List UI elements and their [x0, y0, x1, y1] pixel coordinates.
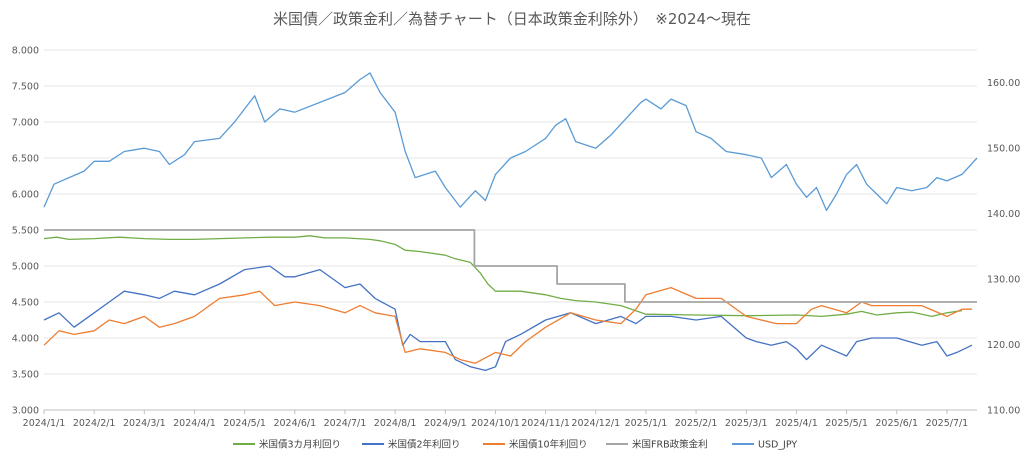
legend-label: 米国債2年利回り: [388, 439, 461, 451]
legend-label: USD_JPY: [758, 440, 797, 451]
y-left-tick-label: 4.500: [12, 298, 39, 309]
x-tick-label: 2024/6/1: [273, 418, 316, 429]
y-left-tick-label: 3.000: [12, 406, 39, 417]
y-left-tick-label: 6.500: [12, 154, 39, 165]
y-right-tick-label: 140.00: [987, 209, 1020, 220]
plot-area: [43, 72, 978, 372]
x-tick-label: 2025/6/1: [875, 418, 918, 429]
y-left-tick-label: 6.000: [12, 190, 39, 201]
x-tick-label: 2025/7/1: [926, 418, 969, 429]
x-tick-label: 2024/4/1: [173, 418, 216, 429]
y-right-tick-label: 120.00: [987, 340, 1020, 351]
y-right-tick-label: 110.00: [987, 406, 1020, 417]
x-tick-label: 2024/11/1: [521, 418, 570, 429]
x-tick-label: 2024/7/1: [324, 418, 367, 429]
legend-label: 米国債3カ月利回り: [259, 439, 341, 451]
legend-label: 米国債10年利回り: [509, 439, 588, 451]
series-line-1: [43, 265, 973, 372]
x-tick-label: 2024/5/1: [223, 418, 266, 429]
y-right-tick-label: 150.00: [987, 144, 1020, 155]
y-left-tick-label: 3.500: [12, 370, 39, 381]
x-tick-label: 2024/3/1: [123, 418, 166, 429]
x-tick-label: 2025/3/1: [725, 418, 768, 429]
series-line-3: [44, 229, 977, 303]
x-tick-label: 2024/1/1: [23, 418, 66, 429]
series-line-2: [43, 286, 972, 364]
y-left-tick-label: 7.500: [12, 82, 39, 93]
y-left-tick-label: 4.000: [12, 334, 39, 345]
x-tick-label: 2025/4/1: [775, 418, 818, 429]
x-axis: 2024/1/1 2024/2/1 2024/3/1 2024/4/1 2024/5/1…: [23, 410, 969, 429]
x-tick-label: 2024/2/1: [73, 418, 116, 429]
x-tick-label: 2024/9/1: [424, 418, 467, 429]
chart-title: 米国債／政策金利／為替チャート（日本政策金利除外） ※2024～現在: [273, 10, 751, 28]
left-axis: 3.000 3.500 4.000 4.500 5.000 5.500 6.000 6.500…: [12, 46, 39, 417]
x-tick-label: 2025/5/1: [825, 418, 868, 429]
y-left-tick-label: 8.000: [12, 46, 39, 57]
y-right-tick-label: 130.00: [987, 275, 1020, 286]
x-tick-label: 2024/10/1: [471, 418, 520, 429]
y-left-tick-label: 5.000: [12, 262, 39, 273]
right-axis: 110.00 120.00 130.00 140.00 150.00 160.00: [987, 78, 1020, 416]
x-tick-label: 2024/8/1: [374, 418, 417, 429]
x-tick-label: 2025/2/1: [675, 418, 718, 429]
legend: 米国債3カ月利回り 米国債2年利回り 米国債10年利回り 米国FRB政策金利 USD_J…: [233, 439, 797, 451]
y-right-tick-label: 160.00: [987, 78, 1020, 89]
x-tick-label: 2025/1/1: [625, 418, 668, 429]
y-left-tick-label: 7.000: [12, 118, 39, 129]
legend-label: 米国FRB政策金利: [632, 439, 708, 451]
y-left-tick-label: 5.500: [12, 226, 39, 237]
x-tick-label: 2024/12/1: [571, 418, 620, 429]
series-line-4: [43, 72, 978, 212]
series-line-0: [43, 235, 963, 318]
